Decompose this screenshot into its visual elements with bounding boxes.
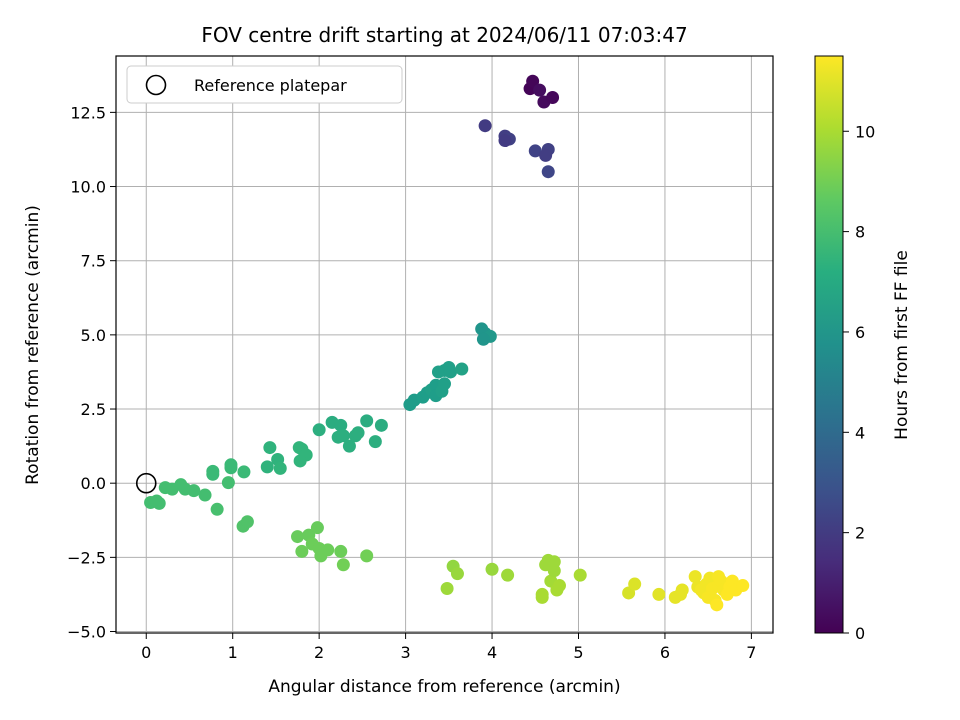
data-point [573, 568, 587, 582]
data-point [478, 119, 492, 133]
colorbar-ticks: 0 2 4 6 8 10 [843, 122, 875, 643]
data-point [206, 467, 220, 481]
y-tick-label: −5.0 [67, 623, 106, 642]
y-tick-label: −2.5 [67, 548, 106, 567]
data-point [210, 502, 224, 516]
data-point [736, 579, 750, 593]
data-point [541, 165, 555, 179]
data-point [224, 458, 238, 472]
data-point [152, 496, 166, 510]
data-point [374, 418, 388, 432]
data-point [263, 441, 277, 455]
data-point [547, 564, 561, 578]
colorbar-tick-label: 0 [855, 624, 865, 643]
data-point [240, 515, 254, 529]
data-point [450, 567, 464, 581]
colorbar: 0 2 4 6 8 10 Hours from first FF file [814, 55, 912, 643]
data-point [334, 544, 348, 558]
x-tick-label: 7 [746, 643, 756, 662]
colorbar-gradient [814, 55, 844, 634]
data-point [552, 579, 566, 593]
legend-marker-reference [145, 74, 167, 96]
data-point [221, 476, 235, 490]
data-point [336, 429, 350, 443]
x-tick-label: 2 [314, 643, 324, 662]
data-point [547, 555, 561, 569]
y-tick-label: 5.0 [81, 326, 106, 345]
colorbar-tick-label: 2 [855, 524, 865, 543]
y-tick-label: 2.5 [81, 400, 106, 419]
y-tick-label: 10.0 [70, 178, 106, 197]
legend-label-reference: Reference platepar [194, 76, 347, 95]
y-axis-ticks: −5.0 −2.5 0.0 2.5 5.0 7.5 10.0 12.5 [67, 103, 116, 642]
data-point [368, 435, 382, 449]
data-point [501, 568, 515, 582]
data-point [336, 558, 350, 572]
x-tick-label: 1 [228, 643, 238, 662]
y-axis-label: Rotation from reference (arcmin) [23, 205, 43, 485]
data-point [438, 377, 451, 391]
data-point [485, 562, 499, 576]
x-axis-ticks: 0 1 2 3 4 5 6 7 [141, 633, 756, 662]
data-point [526, 74, 540, 88]
x-tick-label: 4 [487, 643, 497, 662]
x-tick-label: 5 [573, 643, 583, 662]
data-point [535, 587, 549, 601]
data-point [310, 521, 324, 535]
data-point [237, 465, 251, 479]
data-point [455, 362, 469, 376]
data-point [546, 91, 560, 105]
data-point [295, 544, 309, 558]
data-point [360, 414, 374, 428]
x-tick-label: 0 [141, 643, 151, 662]
data-point [539, 148, 553, 162]
data-point [675, 583, 689, 597]
data-point [291, 530, 305, 544]
data-point [498, 134, 512, 148]
data-point [628, 577, 642, 591]
legend-box [126, 65, 403, 104]
data-point [360, 549, 374, 563]
data-point [293, 454, 307, 468]
y-tick-label: 7.5 [81, 252, 106, 271]
grid-lines [116, 56, 773, 633]
data-point [334, 418, 348, 432]
data-point [688, 570, 702, 584]
chart-title: FOV centre drift starting at 2024/06/11 … [201, 23, 687, 47]
data-point [312, 423, 326, 437]
colorbar-tick-label: 8 [855, 223, 865, 242]
y-tick-label: 12.5 [70, 103, 106, 122]
x-axis-label: Angular distance from reference (arcmin) [268, 677, 620, 697]
colorbar-tick-label: 6 [855, 323, 865, 342]
data-point [273, 461, 287, 475]
data-point [476, 332, 490, 346]
colorbar-tick-label: 4 [855, 423, 865, 442]
data-point [440, 582, 454, 596]
data-point [260, 460, 274, 474]
data-point [351, 426, 365, 440]
y-tick-label: 0.0 [81, 474, 106, 493]
data-point [321, 543, 335, 557]
data-point [342, 439, 356, 453]
x-tick-label: 3 [401, 643, 411, 662]
data-point [652, 587, 666, 601]
colorbar-label: Hours from first FF file [892, 250, 912, 440]
data-points [144, 74, 750, 612]
x-tick-label: 6 [660, 643, 670, 662]
plot-frame [115, 55, 774, 634]
data-point [533, 83, 547, 97]
data-point [198, 488, 212, 502]
legend: Reference platepar [126, 65, 403, 104]
data-point [710, 598, 724, 612]
data-point [528, 144, 542, 158]
data-point [444, 365, 458, 379]
data-point [187, 484, 201, 498]
colorbar-tick-label: 10 [855, 122, 875, 141]
reference-platepar-marker [135, 472, 157, 494]
